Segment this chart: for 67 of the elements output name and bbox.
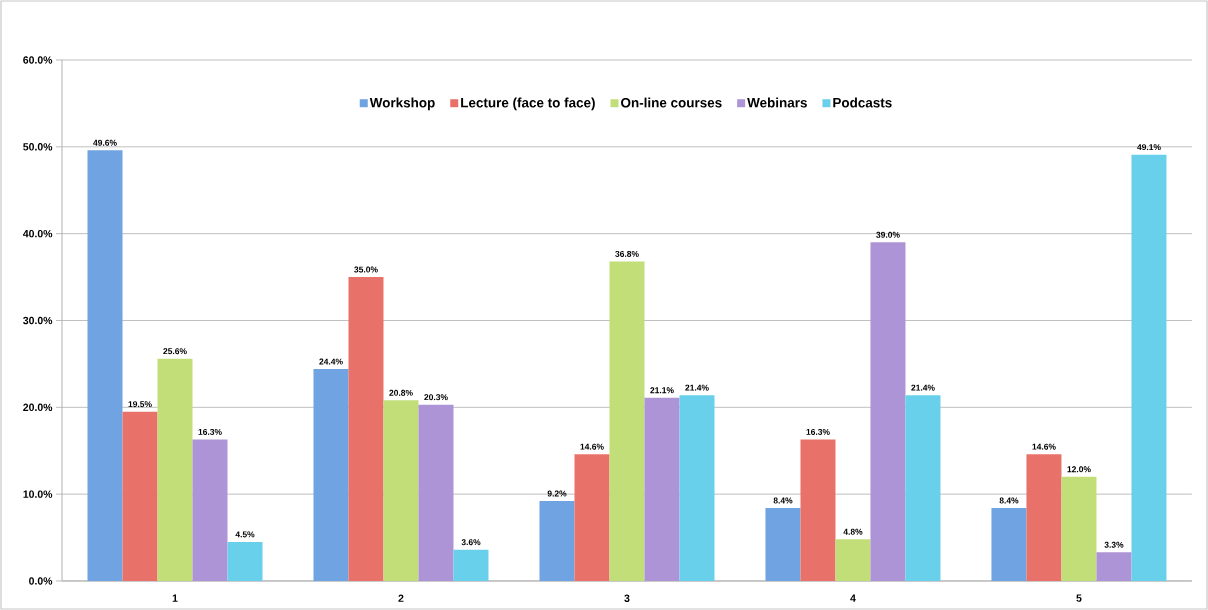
data-label: 21.4%	[685, 384, 709, 391]
data-label: 20.8%	[389, 389, 413, 396]
data-label: 39.0%	[876, 231, 900, 238]
data-label: 25.6%	[163, 348, 187, 355]
data-label: 21.4%	[911, 384, 935, 391]
legend-label: Workshop	[369, 97, 435, 111]
data-label: 9.2%	[547, 490, 567, 497]
data-label: 49.1%	[1137, 144, 1161, 151]
data-label: 4.5%	[235, 531, 255, 538]
bar	[122, 411, 158, 581]
data-label: 21.1%	[650, 387, 674, 394]
data-label: 8.4%	[999, 497, 1019, 504]
bar	[453, 549, 489, 581]
legend-label: Webinars	[747, 97, 807, 108]
legend-label: Lecture (face to face)	[461, 97, 595, 111]
data-label: 24.4%	[319, 358, 343, 365]
x-tick-label: 1	[172, 594, 178, 602]
data-label: 3.6%	[461, 539, 481, 546]
bar	[539, 501, 575, 581]
bar	[348, 277, 384, 581]
bar	[991, 508, 1027, 581]
bar	[1061, 476, 1097, 581]
bar	[905, 395, 941, 581]
bar	[835, 539, 871, 581]
x-tick-label: 2	[398, 594, 404, 602]
data-label: 16.3%	[806, 428, 830, 435]
bar	[313, 369, 349, 581]
y-tick-label: 10.0%	[23, 490, 53, 498]
y-tick-label: 30.0%	[23, 316, 53, 325]
bar	[227, 541, 263, 581]
bar	[800, 439, 836, 581]
legend-label: On-line courses	[621, 97, 722, 108]
data-label: 20.3%	[424, 394, 448, 401]
bar	[87, 150, 123, 581]
y-tick-label: 20.0%	[23, 403, 53, 412]
data-label: 16.3%	[198, 428, 222, 435]
data-label: 14.6%	[1032, 443, 1056, 450]
bar	[870, 242, 906, 581]
data-label: 8.4%	[773, 497, 793, 504]
data-label: 19.5%	[128, 401, 152, 408]
y-tick-label: 50.0%	[23, 143, 53, 151]
bar	[192, 439, 228, 581]
bar	[1096, 552, 1132, 581]
data-label: 12.0%	[1067, 466, 1091, 473]
data-label: 36.8%	[615, 250, 639, 257]
bar	[765, 508, 801, 581]
bar	[157, 358, 193, 581]
x-tick-label: 4	[850, 594, 856, 602]
bar	[644, 397, 680, 581]
data-label: 49.6%	[93, 139, 117, 146]
bar	[383, 400, 419, 581]
data-label: 14.6%	[580, 443, 604, 450]
y-tick-label: 60.0%	[23, 56, 53, 64]
legend-label: Podcasts	[833, 97, 892, 108]
x-tick-label: 5	[1076, 594, 1082, 602]
bar	[1131, 154, 1167, 581]
bar	[418, 404, 454, 581]
y-tick-label: 0.0%	[29, 577, 53, 585]
bar	[609, 261, 645, 581]
data-label: 35.0%	[354, 266, 378, 273]
data-label: 4.8%	[843, 528, 863, 535]
y-tick-label: 40.0%	[22, 229, 53, 238]
data-label: 3.3%	[1104, 541, 1124, 548]
x-tick-label: 3	[624, 594, 630, 602]
bar	[574, 454, 610, 581]
bar	[1026, 454, 1062, 581]
bar	[679, 395, 715, 581]
